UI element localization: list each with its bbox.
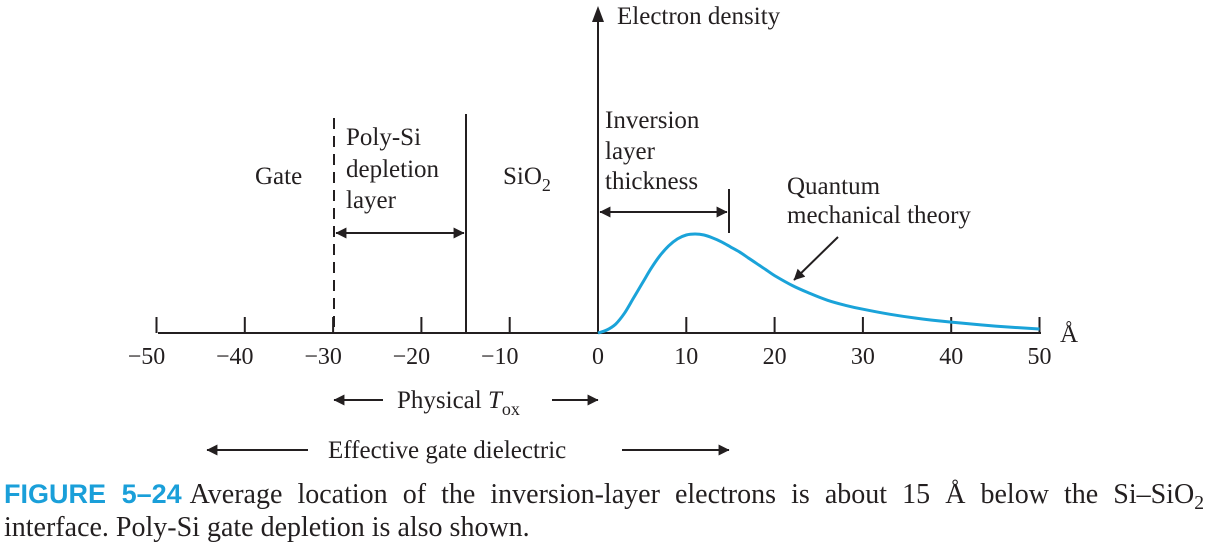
y-axis-label: Electron density (617, 3, 781, 30)
x-axis-ticks (155, 317, 1041, 333)
quantum-theory-label: Quantum mechanical theory (787, 173, 971, 229)
y-axis-arrowhead (592, 6, 604, 22)
x-tick-label: 0 (592, 344, 604, 370)
x-tick-label: 20 (763, 344, 787, 370)
x-tick-label: −20 (393, 344, 431, 370)
oxide-label: SiO2 (503, 163, 551, 195)
electron-density-curve (597, 232, 1040, 335)
x-tick-label: 10 (674, 344, 698, 370)
caption-text: Average location of the inversion-layer … (189, 479, 1195, 510)
inversion-layer-label: Inversion layer thickness (605, 107, 706, 195)
physical-tox-label: Physical Tox (397, 387, 520, 419)
x-axis-tick-labels: −50 −40 −30 −20 −10 0 10 20 30 40 50 (128, 344, 1052, 370)
x-tick-label: −30 (304, 344, 342, 370)
caption-text-end: interface. Poly-Si gate depletion is als… (4, 512, 530, 543)
effective-gate-label: Effective gate dielectric (328, 437, 566, 464)
x-tick-label: −50 (128, 344, 166, 370)
x-tick-label: 30 (851, 344, 875, 370)
x-axis-unit: Å (1060, 321, 1078, 348)
poly-depletion-label: Poly-Si depletion layer (346, 124, 445, 214)
quantum-theory-pointer-arrow (793, 236, 839, 281)
x-tick-label: −40 (216, 344, 254, 370)
caption-subscript: 2 (1194, 492, 1204, 514)
gate-label: Gate (255, 163, 302, 190)
electron-density-diagram: −50 −40 −30 −20 −10 0 10 20 30 40 50 Å Electron de… (128, 3, 1078, 464)
x-tick-label: −10 (481, 344, 519, 370)
figure-caption: FIGURE 5–24 Average location of the inver… (4, 478, 1204, 544)
x-tick-label: 50 (1028, 344, 1052, 370)
figure-number: FIGURE 5–24 (4, 479, 182, 509)
x-tick-label: 40 (939, 344, 963, 370)
